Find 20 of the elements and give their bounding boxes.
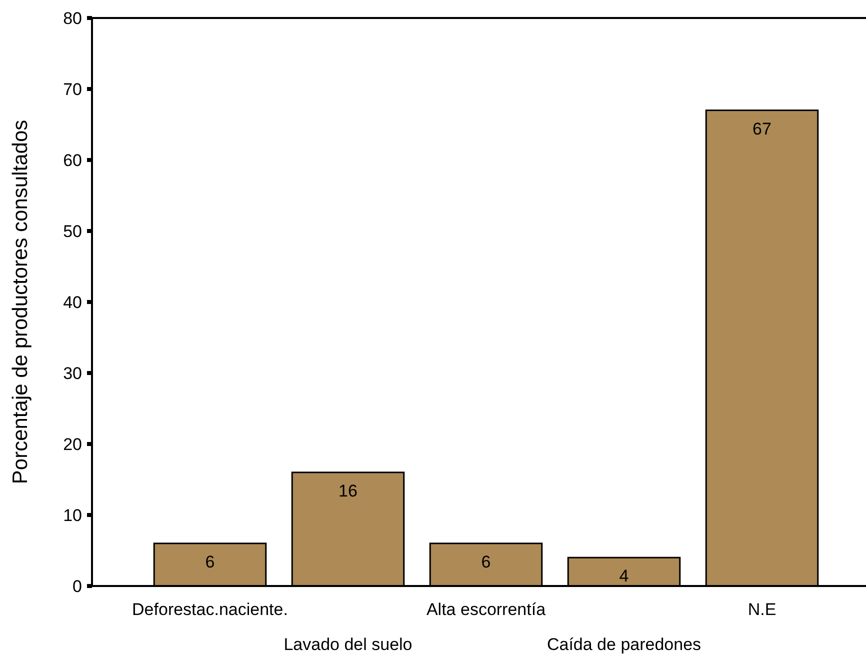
y-tick-label: 40 — [63, 292, 82, 312]
y-tick-label: 70 — [63, 80, 82, 99]
y-tick-label: 80 — [63, 8, 82, 28]
data-label: 6 — [205, 552, 215, 572]
y-tick-label: 60 — [63, 150, 82, 170]
data-label: 6 — [481, 552, 491, 572]
y-tick-label: 10 — [63, 506, 82, 525]
data-label: 67 — [752, 119, 772, 138]
y-tick-label: 20 — [63, 434, 82, 454]
x-tick-label: Deforestac.naciente. — [132, 600, 288, 619]
y-tick-label: 0 — [72, 576, 82, 596]
y-tick-label: 30 — [63, 364, 82, 383]
x-tick-label: Lavado del suelo — [284, 635, 412, 654]
x-tick-label: Alta escorrentía — [426, 600, 546, 619]
data-label: 4 — [619, 566, 629, 586]
data-label: 16 — [338, 481, 358, 500]
y-axis-title: Porcentaje de productores consultados — [9, 120, 32, 484]
x-tick-label: Caída de paredones — [546, 635, 702, 654]
x-tick-label: N.E — [748, 600, 776, 619]
y-tick-label: 50 — [63, 222, 82, 241]
